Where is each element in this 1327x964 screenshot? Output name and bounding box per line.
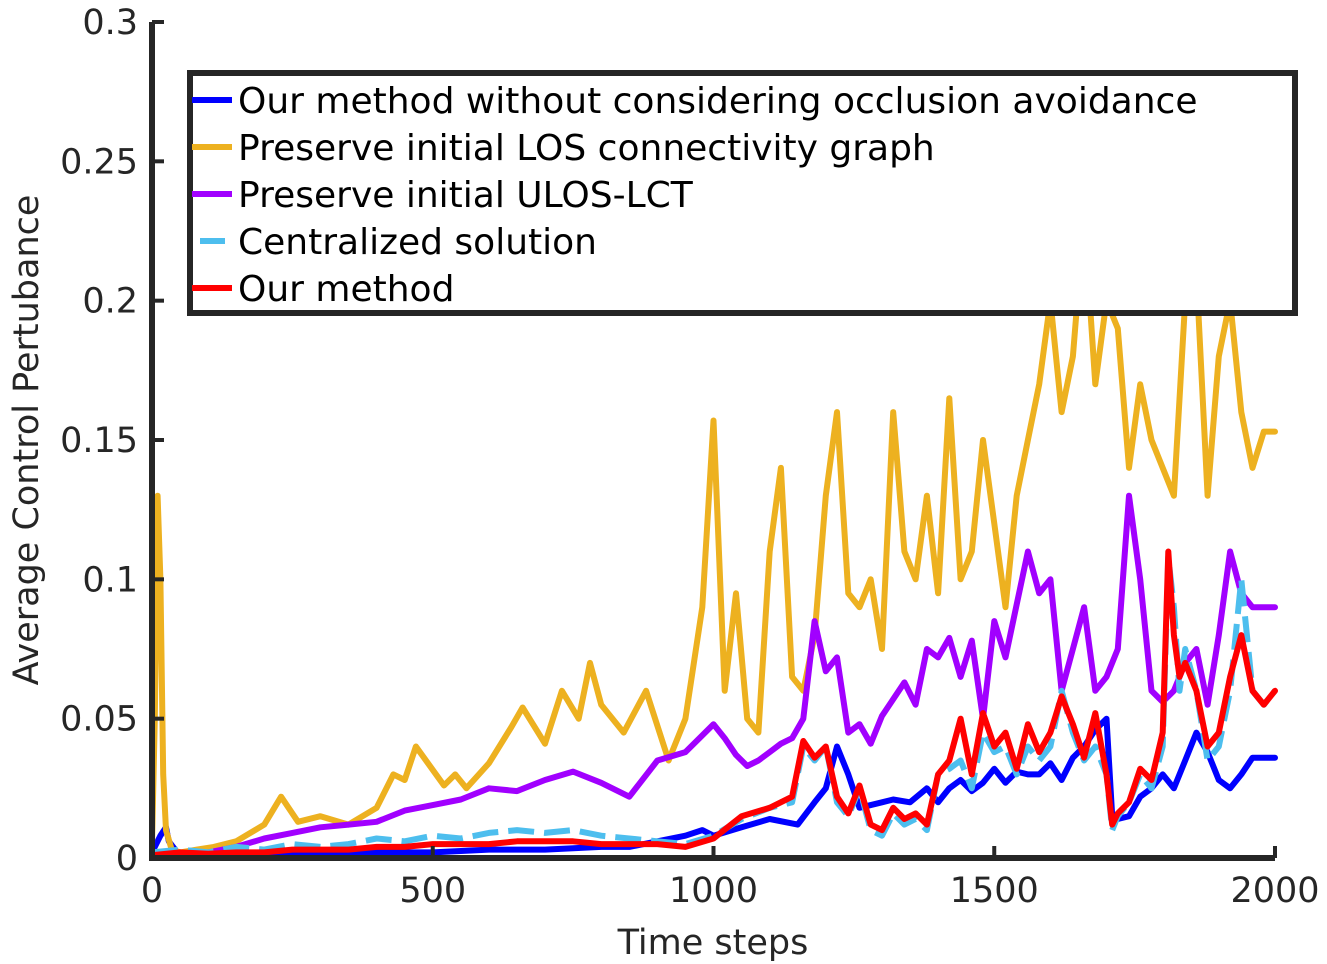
x-tick-label: 1500 <box>950 871 1039 911</box>
series-line-2 <box>149 214 1278 856</box>
ticks-layer: 0 500 1000 1500 2000 0 0.05 0.1 0.15 0.2 0.25 0.3 <box>60 3 1319 911</box>
y-tick-label: 0.3 <box>82 3 138 43</box>
y-tick-label: 0.2 <box>82 282 138 322</box>
legend-label-2: Preserve initial LOS connectivity graph <box>238 128 935 169</box>
y-tick-label: 0 <box>116 839 138 879</box>
y-tick-label: 0.05 <box>60 700 138 740</box>
x-tick-label: 1000 <box>669 871 758 911</box>
legend-label-4: Centralized solution <box>238 222 597 263</box>
x-tick-label: 2000 <box>1230 871 1319 911</box>
series-line-5 <box>149 548 1278 859</box>
y-tick-label: 0.25 <box>60 142 138 182</box>
legend: Our method without considering occlusion… <box>187 70 1298 316</box>
series-line-4 <box>151 554 1278 856</box>
series-line-3 <box>149 492 1278 859</box>
legend-box <box>187 70 1298 316</box>
x-axis-title: Time steps <box>617 923 809 963</box>
x-tick-label: 500 <box>399 871 466 911</box>
series-layer <box>149 214 1278 859</box>
legend-label-3: Preserve initial ULOS-LCT <box>238 175 694 216</box>
y-tick-label: 0.1 <box>82 560 138 600</box>
legend-label-1: Our method without considering occlusion… <box>238 81 1197 122</box>
y-axis-title: Average Control Pertubance <box>7 195 47 686</box>
legend-label-5: Our method <box>238 269 454 310</box>
y-tick-label: 0.15 <box>60 421 138 461</box>
x-tick-label: 0 <box>141 871 163 911</box>
